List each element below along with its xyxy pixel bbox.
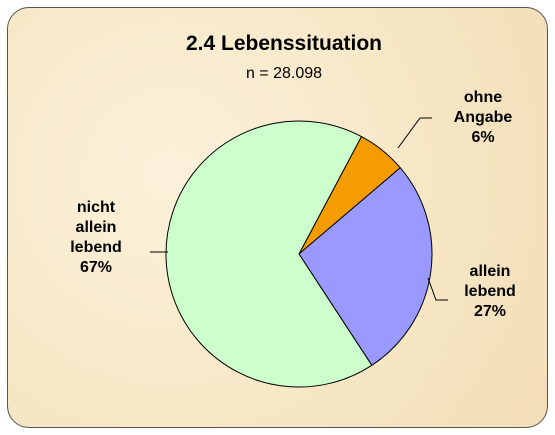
chart-subtitle: n = 28.098 — [245, 65, 323, 82]
slice-label: nicht allein lebend 67% — [56, 198, 136, 278]
value-label: 6% — [471, 129, 495, 146]
pie-slice — [165, 120, 373, 388]
chart-title: 2.4 Lebenssituation — [185, 32, 383, 55]
value-label: 67% — [79, 259, 113, 276]
leader-line — [427, 277, 448, 301]
leader-line — [397, 117, 432, 149]
category-label: ohne Angabe — [453, 89, 513, 126]
category-label: nicht allein lebend — [70, 199, 122, 256]
slice-label: allein lebend 27% — [450, 262, 530, 322]
value-label: 27% — [473, 303, 507, 320]
pie-slice — [298, 167, 433, 366]
slice-label: ohne Angabe 6% — [443, 88, 523, 148]
category-label: allein lebend — [464, 263, 516, 300]
